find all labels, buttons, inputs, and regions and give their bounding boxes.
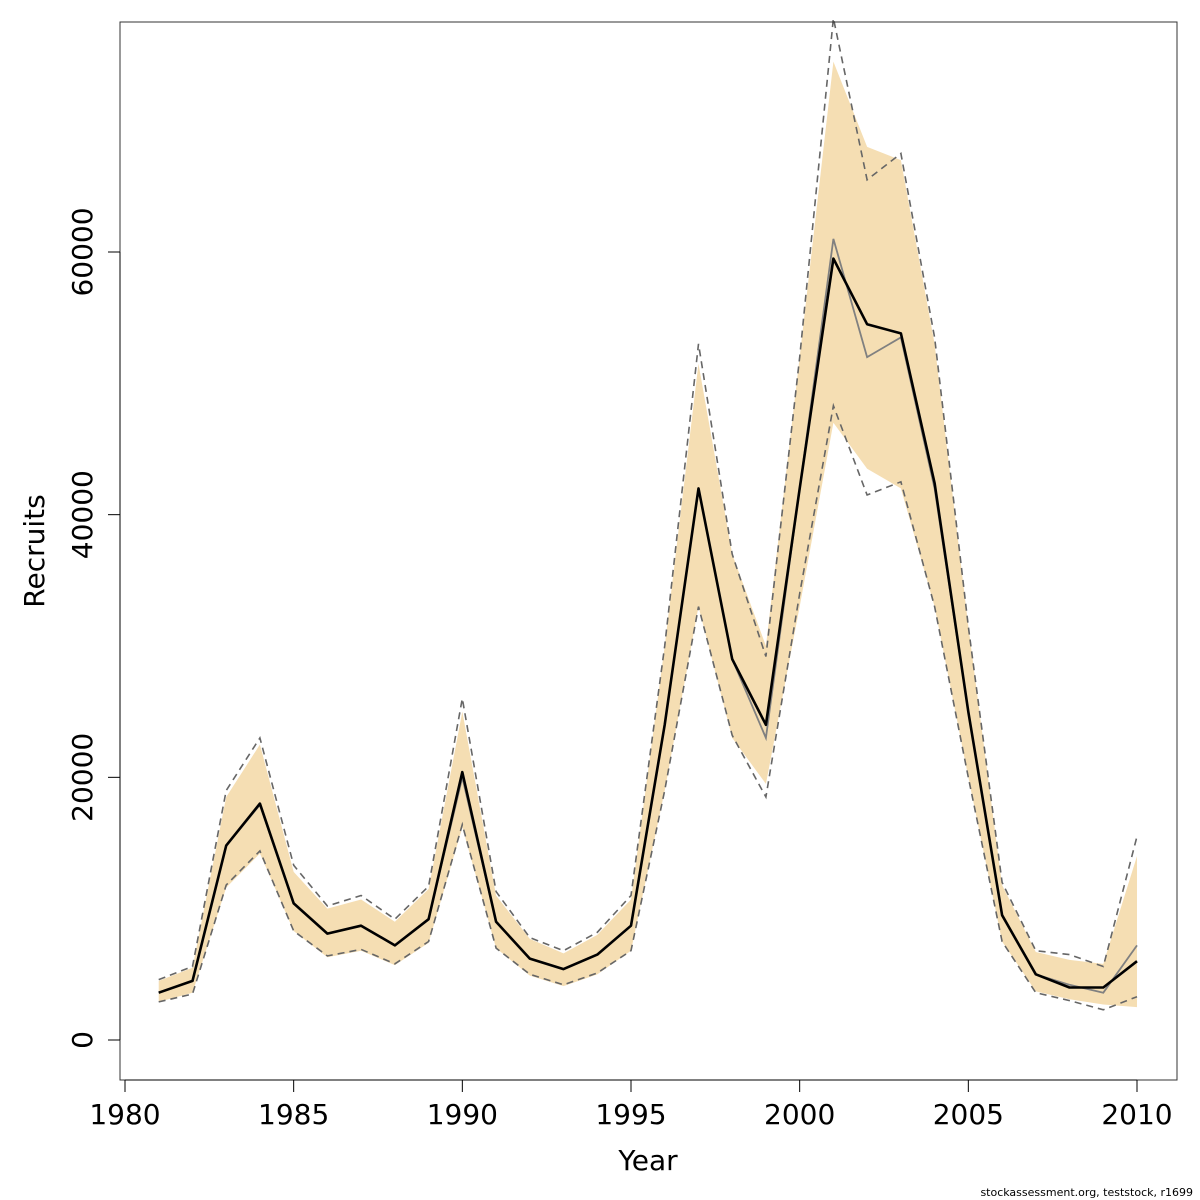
dashed-band-layer [158, 18, 1138, 1011]
confidence-band [158, 61, 1137, 1008]
confidence-band-layer [158, 61, 1137, 1008]
x-tick-label: 1995 [595, 1098, 666, 1131]
x-tick-label: 1990 [427, 1098, 498, 1131]
y-tick-label: 60000 [66, 207, 99, 296]
footer-credit: stockassessment.org, teststock, r1699 [980, 1186, 1193, 1199]
y-tick-label: 20000 [66, 733, 99, 822]
x-tick-label: 1980 [89, 1098, 160, 1131]
estimate-line-layer [158, 238, 1138, 994]
y-tick-label: 0 [66, 1031, 99, 1049]
y-axis-title: Recruits [18, 494, 51, 607]
x-axis: 1980 1985 1990 1995 2000 2005 2010 [89, 1079, 1173, 1131]
x-tick-label: 2000 [764, 1098, 835, 1131]
y-axis: 0 20000 40000 60000 [66, 207, 121, 1049]
y-tick-label: 40000 [66, 470, 99, 559]
upper-dashed-line [158, 18, 1138, 981]
estimate-line [158, 257, 1138, 994]
x-tick-label: 1985 [258, 1098, 329, 1131]
x-tick-label: 2010 [1101, 1098, 1172, 1131]
x-tick-label: 2005 [933, 1098, 1004, 1131]
x-axis-title: Year [617, 1144, 678, 1177]
lower-dashed-line [158, 402, 1138, 1011]
